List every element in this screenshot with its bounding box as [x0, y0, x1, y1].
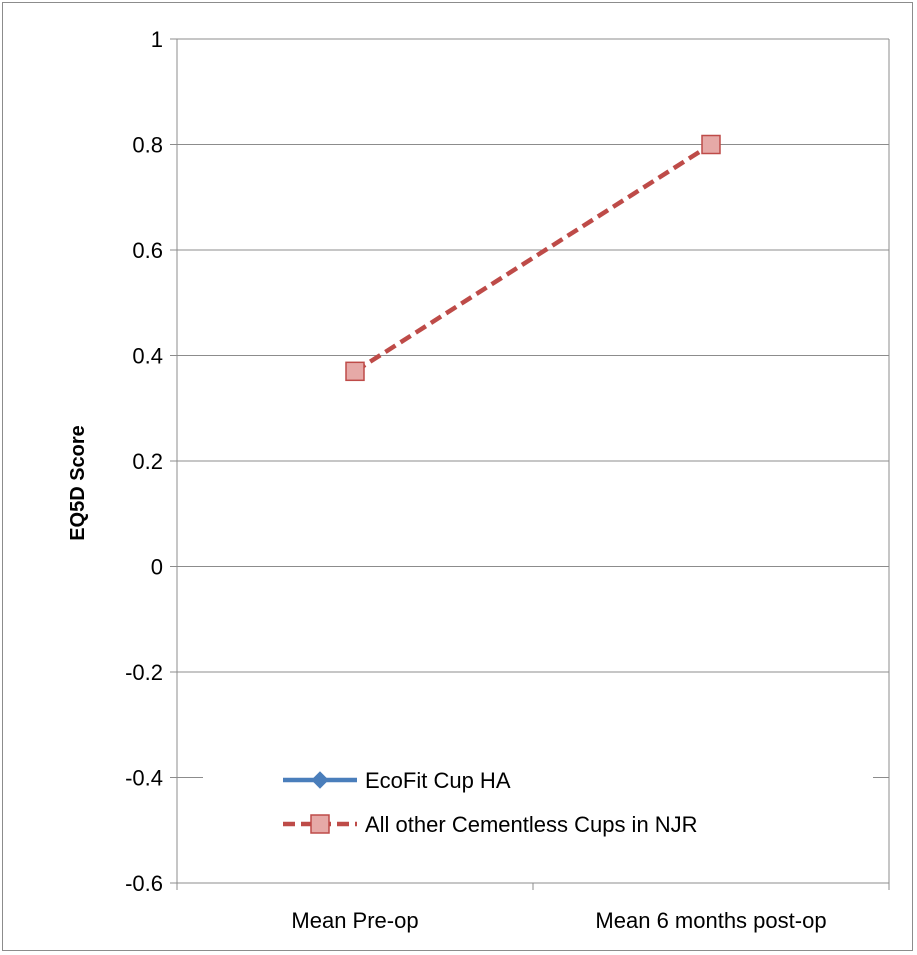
legend-marker: [310, 814, 330, 834]
y-axis-title: EQ5D Score: [67, 425, 89, 541]
tick-labels: -0.6 -0.4 -0.2 0 0.2 0.4 0.6 0.8 1 Mean Pre-op Mea…: [125, 27, 826, 933]
x-tick-label: Mean 6 months post-op: [595, 908, 826, 933]
legend-marker: [311, 771, 329, 789]
y-tick-label: -0.4: [125, 766, 163, 791]
y-tick-label: 0: [151, 555, 163, 580]
legend: EcoFit Cup HA All other Cementless Cups i…: [203, 747, 873, 855]
y-tick-label: 0.4: [132, 344, 163, 369]
data-point-marker: [701, 134, 721, 155]
data-point-marker: [345, 361, 365, 382]
y-tick-label: -0.2: [125, 660, 163, 685]
y-tick-label: -0.6: [125, 871, 163, 896]
legend-label: All other Cementless Cups in NJR: [365, 812, 698, 837]
legend-background: [203, 747, 873, 855]
series-line: [353, 142, 713, 374]
y-tick-label: 0.8: [132, 133, 163, 158]
axes: [170, 38, 890, 890]
x-tick-label: Mean Pre-op: [291, 908, 418, 933]
series-layer: [345, 134, 721, 382]
y-tick-label: 1: [151, 27, 163, 52]
y-tick-label: 0.2: [132, 449, 163, 474]
y-tick-label: 0.6: [132, 238, 163, 263]
legend-label: EcoFit Cup HA: [365, 768, 511, 793]
